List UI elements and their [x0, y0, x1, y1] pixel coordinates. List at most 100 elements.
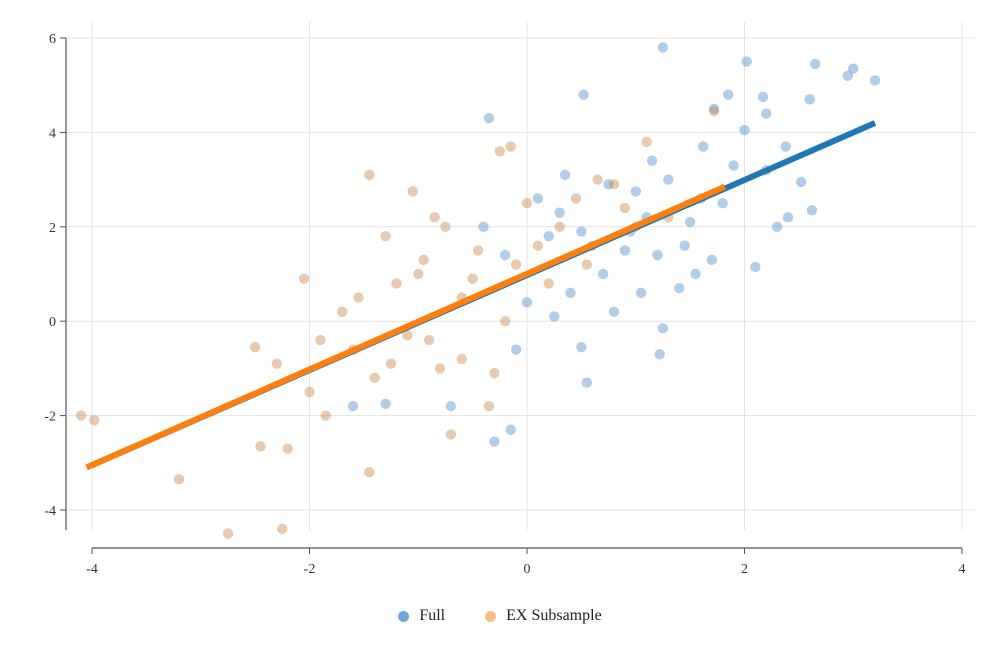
point-ex-subsample [532, 240, 544, 251]
point-ex-subsample [75, 410, 87, 421]
y-tick-label: 4 [49, 126, 56, 141]
point-ex-subsample [489, 367, 500, 379]
legend: Full EX Subsample [0, 600, 1000, 632]
point-ex-subsample [88, 415, 100, 426]
point-full [445, 400, 457, 412]
point-ex-subsample [255, 441, 266, 452]
point-full [657, 42, 669, 53]
point-ex-subsample [369, 372, 380, 384]
point-ex-subsample [423, 334, 435, 346]
x-tick-label: 2 [741, 562, 748, 577]
point-ex-subsample [505, 141, 516, 152]
point-full [608, 306, 620, 317]
point-full [532, 193, 544, 204]
point-full [630, 186, 641, 197]
point-ex-subsample [570, 193, 582, 204]
point-ex-subsample [402, 330, 413, 341]
legend-swatch-ex-subsample [485, 610, 497, 622]
point-ex-subsample [353, 292, 364, 303]
point-full [578, 89, 589, 100]
point-ex-subsample [418, 254, 429, 266]
point-full [347, 400, 359, 412]
point-ex-subsample [467, 273, 478, 284]
point-full [663, 174, 674, 185]
y-tick-label: -4 [44, 504, 56, 519]
y-tick-label: 0 [49, 315, 56, 330]
point-full [581, 377, 593, 388]
point-full [603, 179, 614, 190]
point-full [761, 108, 772, 119]
point-full [521, 297, 533, 308]
point-full [706, 254, 718, 266]
x-tick-label: 4 [959, 562, 966, 577]
point-full [657, 323, 669, 334]
legend-item-ex-subsample: EX Subsample [485, 607, 602, 625]
point-ex-subsample [282, 443, 293, 454]
point-ex-subsample [472, 245, 484, 256]
point-full [505, 424, 516, 435]
point-full [576, 226, 587, 237]
fit-lines [85, 120, 877, 471]
point-ex-subsample [364, 169, 375, 181]
point-ex-subsample [510, 259, 522, 270]
point-full [510, 344, 522, 355]
point-ex-subsample [521, 198, 533, 209]
x-tick-label: -4 [86, 562, 98, 577]
point-full [869, 75, 881, 86]
point-full [597, 268, 609, 280]
point-full [697, 141, 709, 152]
point-ex-subsample [494, 146, 506, 157]
point-ex-subsample [380, 231, 391, 242]
point-ex-subsample [413, 268, 424, 280]
point-ex-subsample [385, 358, 397, 369]
point-full [722, 89, 734, 100]
point-full [717, 198, 728, 209]
point-ex-subsample [445, 429, 457, 440]
point-ex-subsample [222, 528, 234, 539]
point-ex-subsample [456, 353, 467, 365]
point-ex-subsample [619, 202, 631, 214]
point-full [848, 63, 859, 74]
x-tick-label: -2 [304, 562, 316, 577]
point-ex-subsample [483, 400, 495, 412]
point-ex-subsample [320, 410, 332, 421]
point-full [489, 436, 500, 447]
point-full [741, 56, 752, 67]
point-full [674, 282, 685, 294]
point-ex-subsample [440, 221, 451, 232]
point-full [842, 70, 854, 81]
point-ex-subsample [554, 221, 565, 232]
point-ex-subsample [277, 523, 288, 535]
point-full [576, 341, 587, 353]
point-full [559, 169, 571, 181]
point-ex-subsample [336, 306, 348, 317]
point-full [728, 160, 739, 171]
point-full [795, 176, 807, 188]
point-full [782, 212, 794, 223]
point-ex-subsample [592, 174, 603, 185]
legend-swatch-full [398, 610, 410, 622]
point-ex-subsample [173, 474, 185, 485]
point-full [780, 141, 792, 152]
point-ex-subsample [249, 341, 261, 353]
point-full [646, 155, 658, 166]
point-full [690, 268, 701, 280]
data-points [75, 42, 881, 539]
point-ex-subsample [407, 186, 419, 197]
point-ex-subsample [315, 334, 326, 346]
point-full [804, 94, 815, 105]
point-ex-subsample [708, 105, 720, 117]
grid [66, 22, 975, 530]
point-full [565, 287, 576, 299]
point-full [771, 221, 783, 232]
y-tick-label: 2 [49, 221, 56, 236]
point-full [679, 240, 690, 251]
point-full [635, 287, 647, 299]
point-full [806, 205, 818, 216]
point-full [739, 124, 750, 136]
point-full [500, 249, 511, 261]
point-full [543, 231, 554, 242]
y-tick-label: 6 [49, 32, 56, 47]
point-ex-subsample [434, 363, 446, 374]
